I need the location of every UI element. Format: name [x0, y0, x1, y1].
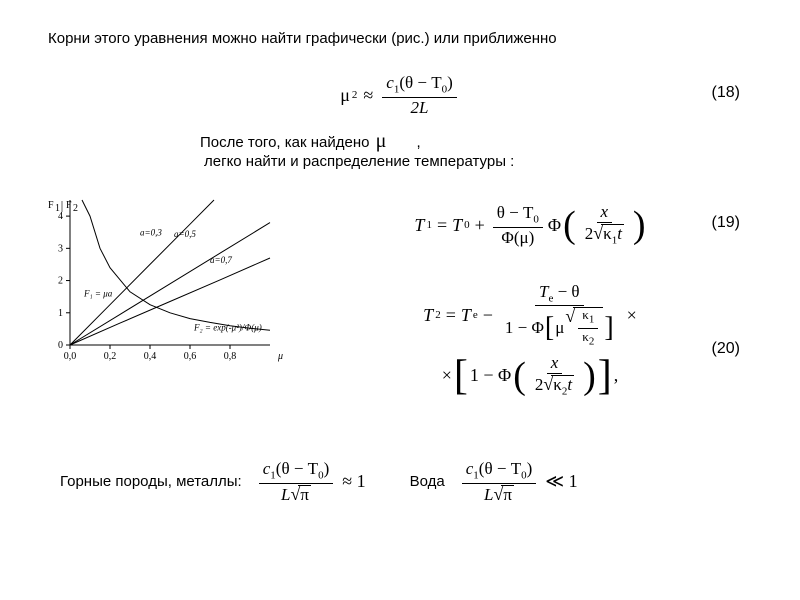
T2-sub: 2 — [435, 309, 441, 321]
eq20-frac2: x 2κ2t — [531, 354, 578, 398]
paren: (θ − T — [276, 459, 318, 478]
two: 2 — [585, 224, 594, 243]
den-2L: 2L — [411, 98, 429, 117]
svg-text:a=0,7: a=0,7 — [210, 255, 232, 265]
num: θ − T — [497, 203, 534, 222]
eq20-number: (20) — [712, 340, 740, 358]
Te: T — [461, 305, 471, 326]
pi: π — [298, 485, 311, 504]
eq20-frac1: Te − θ 1 − Φ [ μ κ1 κ2 ] — [501, 283, 618, 348]
equation-19: T1 = T0 + θ − T0 Φ(μ) Φ ( x 2κ1t ) (19) — [40, 200, 760, 250]
rparen2: ) — [583, 357, 596, 395]
comma: , — [417, 134, 421, 151]
mid-text-1: После того, как найдено — [200, 134, 369, 151]
eq18-formula: μ 2 ≈ c1(θ − T0) 2L — [340, 74, 460, 117]
T2: T — [423, 305, 433, 326]
label-water: Вода — [410, 473, 445, 490]
den-phi: Φ(μ) — [497, 228, 538, 247]
one-minus-phi2: 1 − Φ — [470, 365, 511, 386]
paren2-close: ) — [527, 459, 533, 478]
eq19-frac1: θ − T0 Φ(μ) — [493, 204, 543, 247]
times2: × — [442, 365, 452, 386]
paren-close: ) — [447, 73, 453, 92]
approx-one: ≈ 1 — [342, 471, 365, 492]
mu-symbol: μ — [376, 130, 387, 152]
k2-sub: 2 — [589, 335, 595, 347]
num-sub: 0 — [533, 213, 539, 225]
t: t — [567, 375, 572, 394]
bottom-row: Горные породы, металлы: c1(θ − T0) Lπ ≈ … — [60, 460, 760, 504]
L2: L — [484, 485, 493, 504]
paren2: (θ − T — [479, 459, 521, 478]
approx: ≈ — [363, 85, 373, 106]
rparen: ) — [633, 206, 646, 244]
rbrack: ] — [604, 313, 613, 342]
one-minus-phi: 1 − Φ — [505, 319, 544, 337]
eq: = — [446, 305, 456, 326]
Te2-sub: e — [548, 292, 553, 304]
minus: − — [483, 305, 493, 326]
t: t — [617, 224, 622, 243]
sqrt-pi2: π — [493, 485, 513, 504]
equation-20: T2 = Te − Te − θ 1 − Φ [ μ κ1 κ2 — [40, 280, 760, 400]
bottom-formula-1: c1(θ − T0) Lπ ≈ 1 — [256, 460, 366, 504]
label-rocks-metals: Горные породы, металлы: — [60, 473, 242, 490]
lbrack: [ — [545, 313, 554, 342]
sqrt: κ1t — [593, 224, 624, 247]
sqrt-kk: κ1 κ2 — [565, 307, 603, 347]
Phi: Φ — [548, 215, 561, 236]
two: 2 — [535, 375, 544, 394]
c: c — [386, 73, 394, 92]
mu: μ — [340, 85, 350, 106]
intro-text: Корни этого уравнения можно найти графич… — [48, 30, 748, 47]
plus: + — [475, 215, 485, 236]
eq18-number: (18) — [712, 84, 740, 102]
eq20-formula: T2 = Te − Te − θ 1 − Φ [ μ κ1 κ2 — [423, 283, 637, 398]
eq: = — [437, 215, 447, 236]
x: x — [551, 353, 559, 372]
Te-sub: e — [473, 309, 478, 321]
rbrack-lg: ] — [598, 355, 612, 397]
paren-close: ) — [324, 459, 330, 478]
sqrt2: κ2t — [543, 375, 574, 398]
mid-text-2: легко найти и распределение температуры … — [204, 153, 514, 170]
T1: T — [414, 215, 424, 236]
L: L — [281, 485, 290, 504]
comma: , — [614, 365, 619, 386]
times: × — [627, 305, 637, 326]
T0-sub: 0 — [464, 219, 470, 231]
bottom-formula-2: c1(θ − T0) Lπ ≪ 1 — [459, 460, 578, 504]
k2b: κ — [553, 375, 562, 394]
x: x — [601, 202, 609, 221]
paren-open: (θ − T — [399, 73, 441, 92]
mu: μ — [555, 319, 564, 337]
eq19-frac2: x 2κ1t — [581, 203, 628, 247]
T1-sub: 1 — [426, 219, 432, 231]
eq18-frac: c1(θ − T0) 2L — [382, 74, 457, 117]
pi2: π — [501, 485, 514, 504]
k1-sub: 1 — [589, 314, 595, 326]
lbrack-lg: [ — [454, 355, 468, 397]
T0: T — [452, 215, 462, 236]
lparen: ( — [563, 206, 576, 244]
kappa: κ — [603, 224, 612, 243]
sqrt-pi: π — [290, 485, 310, 504]
eq19-formula: T1 = T0 + θ − T0 Φ(μ) Φ ( x 2κ1t ) — [414, 203, 645, 247]
lparen2: ( — [513, 357, 526, 395]
mu-sup: 2 — [352, 89, 358, 101]
eq19-number: (19) — [712, 214, 740, 232]
equation-18: μ 2 ≈ c1(θ − T0) 2L (18) — [40, 70, 760, 120]
minus-theta: − θ — [558, 282, 580, 301]
mid-text: После того, как найдено μ , легко найти … — [200, 130, 760, 170]
much-less-one: ≪ 1 — [545, 471, 577, 492]
